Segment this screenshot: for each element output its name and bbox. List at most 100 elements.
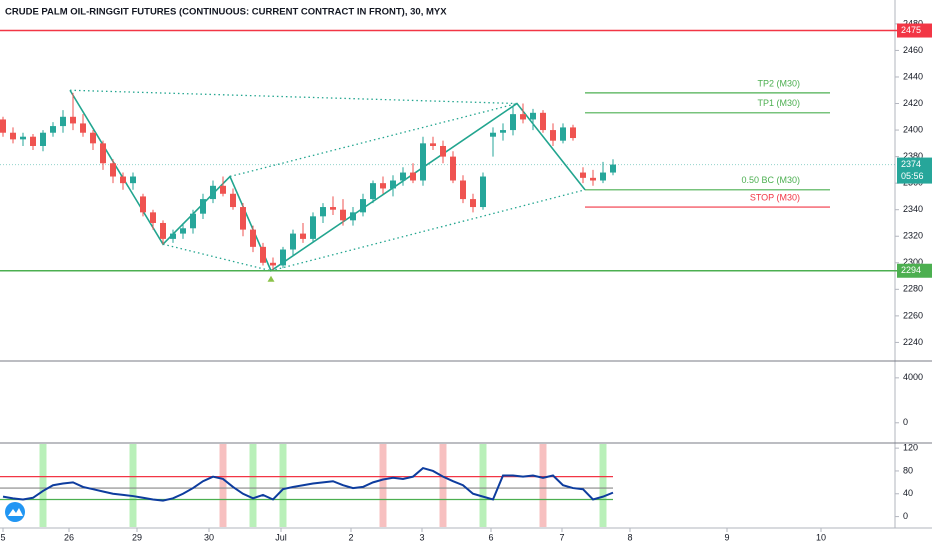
candle-body bbox=[60, 116, 66, 127]
signal-band bbox=[39, 444, 47, 527]
level-tag-label: 2475 bbox=[901, 25, 921, 35]
candle-body bbox=[460, 180, 466, 200]
y-tick-label: 0 bbox=[903, 417, 908, 427]
candle-body bbox=[560, 127, 566, 141]
candle-body bbox=[300, 233, 306, 239]
y-tick-label: 2260 bbox=[903, 310, 923, 320]
price-pane bbox=[0, 89, 895, 272]
candle-body bbox=[470, 199, 476, 208]
trendline bbox=[270, 189, 586, 272]
candle-body bbox=[430, 143, 436, 146]
candle-body bbox=[50, 126, 56, 133]
oscillator-line bbox=[2, 466, 614, 502]
candle-body bbox=[290, 233, 296, 250]
candle-body bbox=[30, 136, 36, 146]
candle-body bbox=[450, 156, 456, 181]
y-tick-label: 2480 bbox=[903, 18, 923, 28]
pivot-marker bbox=[267, 275, 275, 282]
candle-body bbox=[340, 209, 346, 221]
x-tick-label: 8 bbox=[627, 532, 632, 542]
level-label: 0.50 BC (M30) bbox=[741, 175, 800, 185]
trendline bbox=[69, 89, 586, 272]
candle-body bbox=[580, 172, 586, 178]
candle-body bbox=[600, 172, 606, 181]
signal-band bbox=[129, 444, 137, 527]
level-label: TP2 (M30) bbox=[757, 78, 800, 88]
candle-body bbox=[70, 116, 76, 124]
level-tag bbox=[897, 263, 932, 278]
candle-body bbox=[480, 176, 486, 208]
candle-body bbox=[200, 199, 206, 214]
signal-band bbox=[479, 444, 487, 527]
candle-body bbox=[390, 180, 396, 189]
x-tick-label: 29 bbox=[132, 532, 142, 542]
candle-body bbox=[370, 183, 376, 200]
x-tick-label: 30 bbox=[204, 532, 214, 542]
candle-body bbox=[180, 228, 186, 234]
x-tick-label: 6 bbox=[488, 532, 493, 542]
logo bbox=[5, 502, 25, 522]
signal-band bbox=[539, 444, 547, 527]
level-tag-label: 2294 bbox=[901, 265, 921, 275]
countdown: 05:56 bbox=[901, 171, 924, 181]
x-tick-label: 26 bbox=[64, 532, 74, 542]
y-tick-label: 120 bbox=[903, 443, 918, 453]
y-tick-label: 2320 bbox=[903, 231, 923, 241]
level-tag bbox=[897, 23, 932, 38]
candle-body bbox=[540, 112, 546, 131]
y-tick-label: 2420 bbox=[903, 98, 923, 108]
y-tick-label: 80 bbox=[903, 465, 913, 475]
candle-body bbox=[510, 114, 516, 131]
candle-body bbox=[40, 132, 46, 146]
y-tick-label: 2460 bbox=[903, 45, 923, 55]
candle-body bbox=[320, 207, 326, 217]
trendline bbox=[162, 243, 272, 272]
last-price-tag bbox=[897, 157, 932, 184]
y-tick-label: 2440 bbox=[903, 71, 923, 81]
signal-band bbox=[439, 444, 447, 527]
x-tick-label: 3 bbox=[419, 532, 424, 542]
candle-body bbox=[360, 199, 366, 213]
candle-body bbox=[550, 130, 556, 141]
candle-body bbox=[590, 177, 596, 181]
x-tick-label: 2 bbox=[348, 532, 353, 542]
signal-band bbox=[379, 444, 387, 527]
candle-body bbox=[330, 207, 336, 210]
candle-body bbox=[530, 112, 536, 120]
y-tick-label: 2380 bbox=[903, 151, 923, 161]
y-tick-label: 4000 bbox=[903, 372, 923, 382]
last-price-label: 2374 bbox=[901, 159, 921, 169]
candle-body bbox=[130, 176, 136, 184]
y-tick-label: 2300 bbox=[903, 257, 923, 267]
y-tick-label: 2340 bbox=[903, 204, 923, 214]
candle-body bbox=[610, 164, 616, 173]
signal-band bbox=[219, 444, 227, 527]
level-label: STOP (M30) bbox=[750, 192, 800, 202]
x-tick-label: 10 bbox=[816, 532, 826, 542]
candle-body bbox=[400, 172, 406, 181]
y-tick-label: 2400 bbox=[903, 124, 923, 134]
y-tick-label: 2280 bbox=[903, 284, 923, 294]
candle-body bbox=[240, 207, 246, 230]
y-tick-label: 40 bbox=[903, 488, 913, 498]
signal-band bbox=[249, 444, 257, 527]
candle-body bbox=[250, 229, 256, 247]
candle-body bbox=[80, 123, 86, 133]
candle-body bbox=[110, 163, 116, 177]
candle-body bbox=[0, 119, 6, 133]
logo-shape bbox=[8, 508, 23, 516]
candle-body bbox=[230, 193, 236, 208]
candle-body bbox=[410, 172, 416, 181]
signal-band bbox=[599, 444, 607, 527]
x-tick-label: 5 bbox=[0, 532, 5, 542]
candle-body bbox=[440, 145, 446, 157]
candle-body bbox=[490, 132, 496, 137]
candle-body bbox=[220, 185, 226, 194]
candle-body bbox=[10, 132, 16, 140]
candle-body bbox=[500, 130, 506, 133]
y-tick-label: 2240 bbox=[903, 337, 923, 347]
candle-body bbox=[170, 233, 176, 239]
